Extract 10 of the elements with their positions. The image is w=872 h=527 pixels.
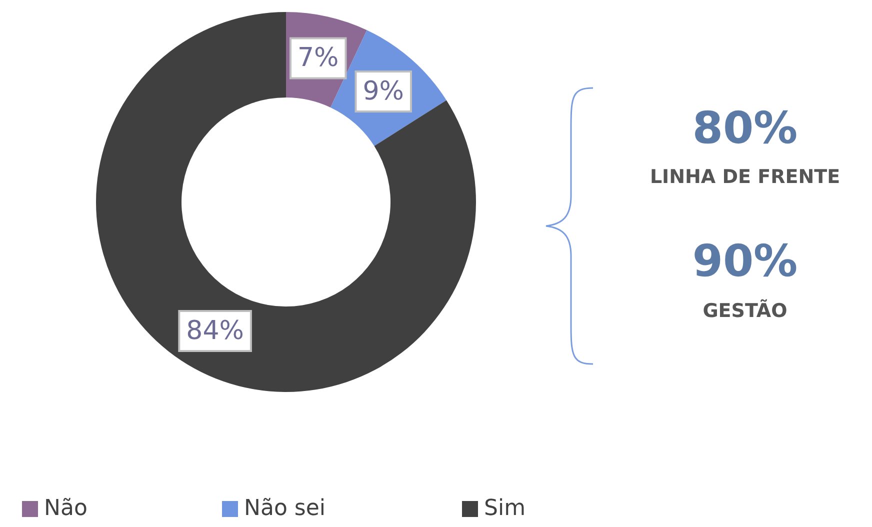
text: 90%	[691, 236, 799, 287]
data-label: 7%	[297, 43, 339, 74]
legend-label: Sim	[484, 496, 526, 521]
text: LINHA DE FRENTE	[648, 166, 842, 188]
text: GESTÃO	[702, 300, 788, 322]
legend-label: Não sei	[244, 496, 326, 521]
text: 80%	[691, 103, 799, 154]
data-label: 84%	[186, 316, 244, 346]
data-label: 9%	[362, 76, 404, 106]
legend-label: Não	[44, 496, 88, 521]
